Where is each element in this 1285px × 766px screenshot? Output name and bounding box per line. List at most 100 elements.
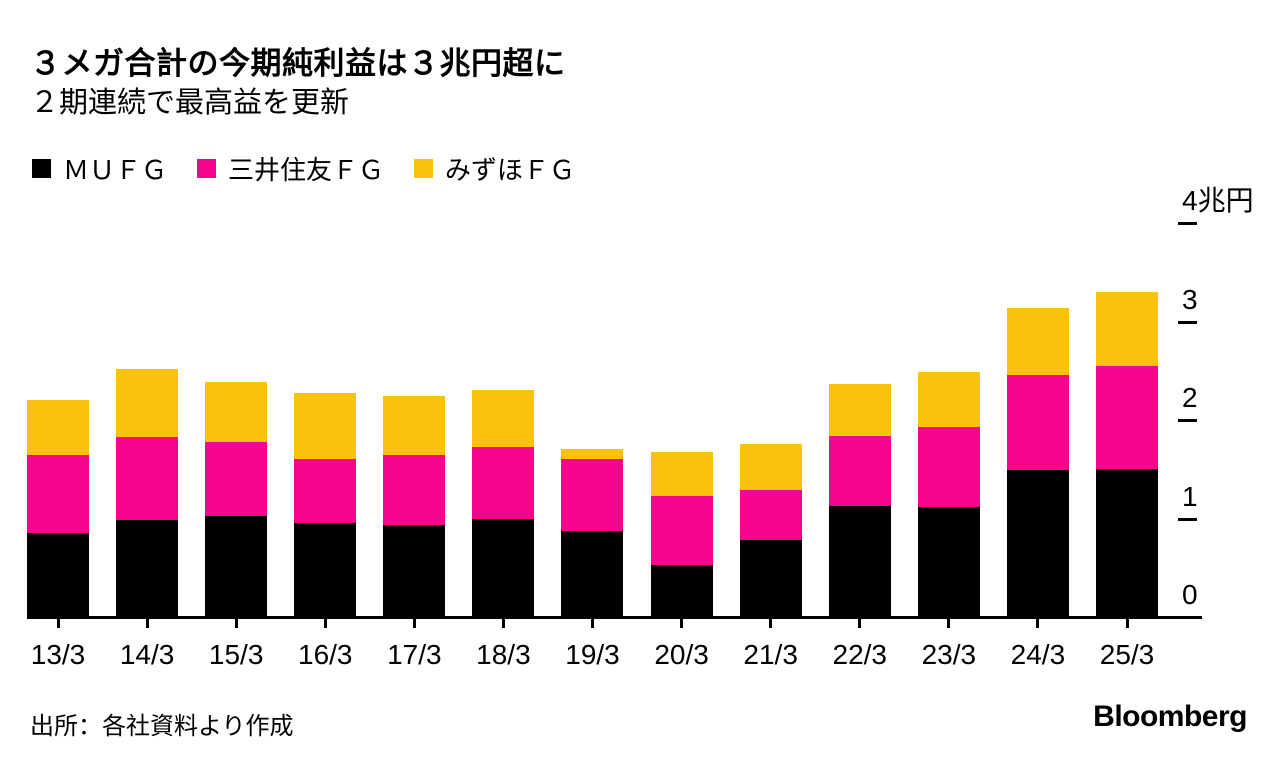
bar-segment-みずほＦＧ-13/3 <box>27 400 89 455</box>
y-axis-tick-2 <box>1178 419 1197 422</box>
legend-swatch-mizuho-icon <box>414 159 434 178</box>
bar-segment-みずほＦＧ-22/3 <box>828 384 891 436</box>
bar-segment-三井住友ＦＧ-22/3 <box>828 436 891 506</box>
legend-item-mizuho: みずほＦＧ <box>414 150 575 187</box>
legend: ＭＵＦＧ 三井住友ＦＧ みずほＦＧ <box>32 150 575 187</box>
x-axis-tick-21/3 <box>769 619 773 628</box>
bar-21/3 <box>739 444 802 617</box>
bar-15/3 <box>205 382 268 617</box>
legend-item-mufg: ＭＵＦＧ <box>32 150 167 187</box>
bar-segment-ＭＵＦＧ-23/3 <box>917 507 980 617</box>
x-axis-tick-17/3 <box>412 619 416 628</box>
x-axis-tick-13/3 <box>56 619 60 628</box>
bar-segment-三井住友ＦＧ-19/3 <box>561 459 624 531</box>
bar-17/3 <box>383 396 446 617</box>
x-axis-baseline <box>27 616 1202 619</box>
bar-segment-ＭＵＦＧ-24/3 <box>1006 470 1069 617</box>
bar-segment-三井住友ＦＧ-25/3 <box>1095 366 1158 469</box>
legend-label-mizuho: みずほＦＧ <box>445 155 576 185</box>
bar-segment-ＭＵＦＧ-19/3 <box>561 531 624 617</box>
y-axis-label-4: 4兆円 <box>1182 185 1254 216</box>
bar-20/3 <box>650 452 713 617</box>
bar-segment-みずほＦＧ-15/3 <box>205 382 268 442</box>
x-axis-tick-24/3 <box>1036 619 1040 628</box>
x-axis-label-17/3: 17/3 <box>387 639 442 670</box>
bar-segment-みずほＦＧ-16/3 <box>294 393 357 459</box>
bar-segment-ＭＵＦＧ-13/3 <box>27 533 89 617</box>
bloomberg-logo: Bloomberg <box>1093 700 1247 733</box>
x-axis-label-14/3: 14/3 <box>119 639 175 670</box>
bars-row <box>27 223 1158 617</box>
bar-segment-みずほＦＧ-19/3 <box>561 449 624 459</box>
x-axis-label-20/3: 20/3 <box>654 639 709 670</box>
bar-segment-三井住友ＦＧ-14/3 <box>116 437 179 520</box>
bar-14/3 <box>116 369 179 617</box>
x-axis-label-18/3: 18/3 <box>476 639 531 670</box>
bar-segment-三井住友ＦＧ-15/3 <box>205 442 268 516</box>
y-axis-label-3: 3 <box>1182 283 1198 315</box>
x-axis-tick-23/3 <box>947 619 951 628</box>
bar-segment-ＭＵＦＧ-25/3 <box>1095 469 1158 617</box>
bar-segment-みずほＦＧ-20/3 <box>650 452 713 496</box>
bar-segment-ＭＵＦＧ-22/3 <box>828 506 891 617</box>
bar-segment-三井住友ＦＧ-18/3 <box>472 447 535 519</box>
bar-segment-みずほＦＧ-21/3 <box>739 444 802 490</box>
x-axis-tick-25/3 <box>1125 619 1129 628</box>
legend-label-smfg: 三井住友ＦＧ <box>228 155 385 185</box>
x-axis-label-23/3: 23/3 <box>921 639 977 670</box>
chart-subtitle: ２期連続で最高益を更新 <box>30 87 350 119</box>
x-axis-label-22/3: 22/3 <box>832 639 888 670</box>
bar-segment-ＭＵＦＧ-17/3 <box>383 525 446 617</box>
y-axis-tick-3 <box>1178 320 1197 324</box>
bar-16/3 <box>294 393 357 617</box>
bar-23/3 <box>917 372 980 617</box>
bar-segment-三井住友ＦＧ-21/3 <box>739 490 802 540</box>
bar-segment-ＭＵＦＧ-21/3 <box>739 540 802 617</box>
plot-area <box>27 223 1158 617</box>
x-axis-label-15/3: 15/3 <box>208 639 264 670</box>
x-axis-label-13/3: 13/3 <box>30 639 86 670</box>
bar-13/3 <box>27 400 89 617</box>
legend-swatch-smfg-icon <box>197 159 217 178</box>
bar-segment-三井住友ＦＧ-23/3 <box>917 427 980 507</box>
x-axis-tick-15/3 <box>234 619 238 628</box>
bar-18/3 <box>472 390 535 617</box>
bar-segment-みずほＦＧ-23/3 <box>917 372 980 427</box>
y-axis-tick-1 <box>1178 517 1197 521</box>
source-note: 出所：各社資料より作成 <box>30 713 294 740</box>
bar-segment-ＭＵＦＧ-16/3 <box>294 523 357 617</box>
bar-19/3 <box>561 449 624 617</box>
x-axis-label-21/3: 21/3 <box>743 639 798 670</box>
x-axis-tick-18/3 <box>501 619 505 628</box>
bar-segment-みずほＦＧ-25/3 <box>1095 292 1158 366</box>
bar-24/3 <box>1006 308 1069 617</box>
bar-segment-みずほＦＧ-24/3 <box>1006 308 1069 375</box>
x-axis-tick-16/3 <box>323 619 327 628</box>
y-axis-label-1: 1 <box>1182 480 1198 512</box>
legend-swatch-mufg-icon <box>32 159 51 178</box>
bar-segment-三井住友ＦＧ-24/3 <box>1006 375 1069 470</box>
x-axis-label-19/3: 19/3 <box>565 639 620 670</box>
x-axis-label-16/3: 16/3 <box>298 639 353 670</box>
y-axis-label-0: 0 <box>1182 579 1198 610</box>
bar-segment-みずほＦＧ-18/3 <box>472 390 535 447</box>
x-axis-label-24/3: 24/3 <box>1010 639 1066 670</box>
bar-segment-三井住友ＦＧ-17/3 <box>383 455 446 525</box>
bar-segment-三井住友ＦＧ-20/3 <box>650 496 713 565</box>
x-axis-tick-19/3 <box>591 619 594 628</box>
legend-item-smfg: 三井住友ＦＧ <box>197 150 384 187</box>
bar-22/3 <box>828 384 891 617</box>
bar-segment-三井住友ＦＧ-13/3 <box>27 455 89 533</box>
y-axis-tick-4 <box>1178 222 1197 225</box>
bar-segment-みずほＦＧ-14/3 <box>116 369 179 437</box>
bar-segment-ＭＵＦＧ-15/3 <box>205 516 268 617</box>
y-axis-label-2: 2 <box>1182 382 1198 413</box>
bar-25/3 <box>1095 292 1158 617</box>
bar-segment-ＭＵＦＧ-20/3 <box>650 565 713 617</box>
x-axis-label-25/3: 25/3 <box>1099 639 1155 670</box>
chart-title: ３メガ合計の今期純利益は３兆円超に <box>30 46 566 81</box>
x-axis-tick-14/3 <box>145 619 149 628</box>
bar-segment-ＭＵＦＧ-14/3 <box>116 520 179 617</box>
bar-segment-ＭＵＦＧ-18/3 <box>472 519 535 617</box>
